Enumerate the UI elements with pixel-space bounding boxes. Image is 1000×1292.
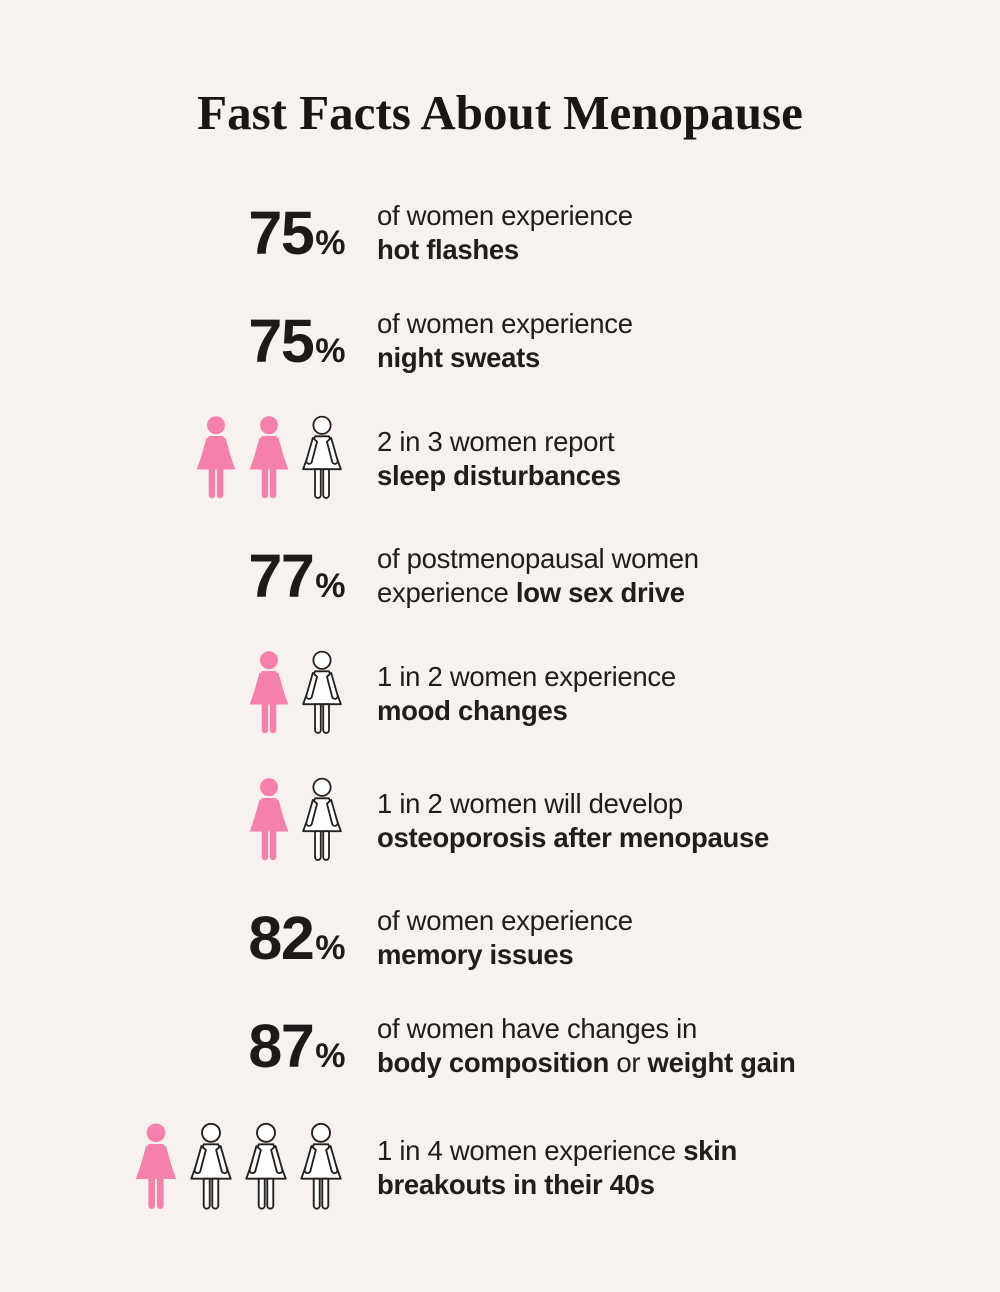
stat-value: 77: [248, 541, 314, 610]
stat-suffix: %: [315, 566, 345, 605]
fact-text: 1 in 2 women will develop osteoporosis af…: [377, 787, 769, 855]
stat-suffix: %: [315, 928, 345, 967]
stat: 77%: [248, 545, 345, 607]
fact-text: 1 in 2 women experience mood changes: [377, 660, 676, 728]
fact-stat-column: 75%: [0, 310, 345, 372]
icon-group: [132, 1120, 345, 1215]
stat-value: 75: [248, 306, 314, 375]
fact-line: 1 in 2 women will develop: [377, 787, 683, 819]
fact-text: of women experience memory issues: [377, 904, 633, 972]
icon-group: [246, 650, 345, 737]
fact-row: 2 in 3 women report sleep disturbances: [0, 415, 1000, 502]
fact-text: of women experience hot flashes: [377, 199, 633, 267]
fact-line: of women experience: [377, 308, 633, 339]
woman-icon-outline: [299, 415, 345, 502]
fact-icons-column: [0, 777, 345, 864]
fact-line: hot flashes: [377, 234, 519, 265]
fact-line: osteoporosis after menopause: [377, 821, 769, 853]
fact-stat-column: 87%: [0, 1015, 345, 1077]
fact-line: of postmenopausal women: [377, 543, 699, 574]
fact-text: 2 in 3 women report sleep disturbances: [377, 425, 621, 493]
fact-line: sleep disturbances: [377, 459, 621, 491]
fact-icons-column: [0, 650, 345, 737]
fact-row: 87% of women have changes in body composi…: [0, 1012, 1000, 1080]
fact-row: 1 in 4 women experience skin breakouts in…: [0, 1120, 1000, 1215]
stat: 82%: [248, 907, 345, 969]
woman-icon-outline: [297, 1120, 345, 1215]
fact-icons-column: [0, 415, 345, 502]
woman-icon-filled: [132, 1120, 180, 1215]
fact-text: of postmenopausal women experience low se…: [377, 542, 699, 610]
fact-line: memory issues: [377, 939, 574, 970]
fact-stat-column: 82%: [0, 907, 345, 969]
fact-text: of women experience night sweats: [377, 307, 633, 375]
fact-line: of women have changes in: [377, 1013, 697, 1044]
icon-group: [193, 415, 345, 502]
fact-icons-column: [0, 1120, 345, 1215]
woman-icon-filled: [193, 415, 239, 502]
woman-icon-filled: [246, 650, 292, 737]
woman-icon-outline: [187, 1120, 235, 1215]
page-title: Fast Facts About Menopause: [197, 85, 803, 140]
stat-suffix: %: [315, 223, 345, 262]
icon-group: [246, 777, 345, 864]
fact-line: breakouts in their 40s: [377, 1168, 655, 1200]
woman-icon-outline: [299, 650, 345, 737]
fact-line: experience low sex drive: [377, 577, 685, 608]
fact-stat-column: 75%: [0, 202, 345, 264]
fact-text: of women have changes in body composition…: [377, 1012, 796, 1080]
fact-line: mood changes: [377, 694, 568, 726]
stat: 75%: [248, 202, 345, 264]
fact-line: body composition or weight gain: [377, 1047, 796, 1078]
woman-icon-outline: [242, 1120, 290, 1215]
fact-row: 82% of women experience memory issues: [0, 904, 1000, 972]
stat-value: 87: [248, 1011, 314, 1080]
fact-row: 75% of women experience night sweats: [0, 307, 1000, 375]
stat-suffix: %: [315, 1036, 345, 1075]
fact-text: 1 in 4 women experience skin breakouts in…: [377, 1134, 737, 1202]
woman-icon-outline: [299, 777, 345, 864]
woman-icon-filled: [246, 415, 292, 502]
stat: 75%: [248, 310, 345, 372]
fact-line: 1 in 4 women experience skin: [377, 1134, 738, 1166]
fact-line: night sweats: [377, 342, 540, 373]
fact-line: of women experience: [377, 200, 633, 231]
fact-stat-column: 77%: [0, 545, 345, 607]
stat-value: 82: [248, 903, 314, 972]
stat: 87%: [248, 1015, 345, 1077]
fact-row: 77% of postmenopausal women experience lo…: [0, 542, 1000, 610]
fact-line: 1 in 2 women experience: [377, 660, 676, 692]
facts-list: 75% of women experience hot flashes 75% o…: [0, 199, 1000, 1215]
fact-row: 1 in 2 women experience mood changes: [0, 650, 1000, 737]
fact-row: 75% of women experience hot flashes: [0, 199, 1000, 267]
fact-line: of women experience: [377, 905, 633, 936]
stat-value: 75: [248, 198, 314, 267]
fact-line: 2 in 3 women report: [377, 425, 615, 457]
woman-icon-filled: [246, 777, 292, 864]
stat-suffix: %: [315, 331, 345, 370]
fact-row: 1 in 2 women will develop osteoporosis af…: [0, 777, 1000, 864]
